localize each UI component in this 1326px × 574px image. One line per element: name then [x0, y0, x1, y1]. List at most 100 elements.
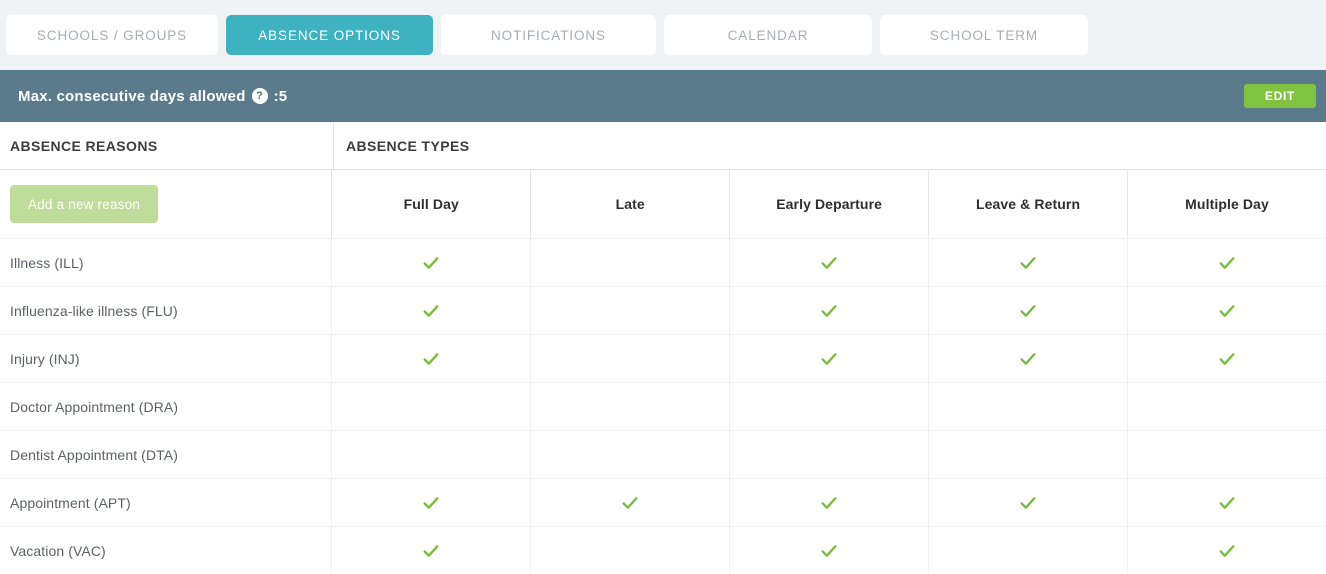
absence-type-cell[interactable]	[928, 335, 1127, 382]
green-checkmark-icon	[1218, 350, 1236, 368]
green-checkmark-icon	[1019, 350, 1037, 368]
green-checkmark-icon	[820, 302, 838, 320]
column-header-full-day[interactable]: Full Day	[331, 170, 530, 238]
add-reason-cell: Add a new reason	[0, 170, 331, 238]
green-checkmark-icon	[422, 254, 440, 272]
column-header-late[interactable]: Late	[530, 170, 729, 238]
table-row: Illness (ILL)	[0, 238, 1326, 286]
absence-type-cell[interactable]	[1127, 287, 1326, 334]
table-row: Dentist Appointment (DTA)	[0, 430, 1326, 478]
absence-type-cell[interactable]	[928, 287, 1127, 334]
green-checkmark-icon	[1019, 494, 1037, 512]
table-column-header-row: Add a new reason Full Day Late Early Dep…	[0, 169, 1326, 238]
tab-school-term[interactable]: SCHOOL TERM	[880, 15, 1088, 55]
green-checkmark-icon	[1218, 254, 1236, 272]
max-days-separator: :	[273, 87, 279, 105]
tab-label: SCHOOL TERM	[929, 27, 1039, 43]
absence-type-cell[interactable]	[928, 383, 1127, 430]
tab-label: ABSENCE OPTIONS	[258, 27, 401, 43]
max-days-value: 5	[278, 87, 288, 105]
max-consecutive-days-bar: Max. consecutive days allowed ? : 5 EDIT	[0, 70, 1326, 122]
absence-reason-label: Influenza-like illness (FLU)	[10, 302, 178, 319]
table-row: Injury (INJ)	[0, 334, 1326, 382]
absence-type-cell[interactable]	[1127, 479, 1326, 526]
absence-type-cell[interactable]	[729, 431, 928, 478]
table-row: Appointment (APT)	[0, 478, 1326, 526]
absence-type-cell[interactable]	[928, 479, 1127, 526]
absence-type-cell[interactable]	[729, 335, 928, 382]
green-checkmark-icon	[820, 350, 838, 368]
tab-label: SCHOOLS / GROUPS	[36, 27, 188, 43]
absence-type-cell[interactable]	[331, 287, 530, 334]
absence-type-cell[interactable]	[1127, 239, 1326, 286]
tab-notifications[interactable]: NOTIFICATIONS	[441, 15, 656, 55]
absence-reason-label: Vacation (VAC)	[10, 542, 106, 559]
green-checkmark-icon	[1019, 302, 1037, 320]
absence-type-cell[interactable]	[331, 239, 530, 286]
column-header-leave-and-return[interactable]: Leave & Return	[928, 170, 1127, 238]
tab-absence-options[interactable]: ABSENCE OPTIONS	[226, 15, 433, 55]
absence-type-cell[interactable]	[928, 527, 1127, 574]
absence-type-cell[interactable]	[331, 479, 530, 526]
absence-type-cell[interactable]	[1127, 383, 1326, 430]
absence-type-cell[interactable]	[530, 527, 729, 574]
absence-type-cell[interactable]	[928, 239, 1127, 286]
green-checkmark-icon	[820, 254, 838, 272]
max-days-label-group: Max. consecutive days allowed ? : 5	[18, 88, 287, 105]
table-row: Influenza-like illness (FLU)	[0, 286, 1326, 334]
table-row: Doctor Appointment (DRA)	[0, 382, 1326, 430]
green-checkmark-icon	[621, 494, 639, 512]
tab-label: NOTIFICATIONS	[491, 27, 606, 43]
absence-type-cell[interactable]	[729, 479, 928, 526]
absence-reason-label: Doctor Appointment (DRA)	[10, 398, 179, 415]
absence-options-table: ABSENCE REASONS ABSENCE TYPES Add a new …	[0, 122, 1326, 574]
green-checkmark-icon	[422, 350, 440, 368]
absence-type-cell[interactable]	[530, 383, 729, 430]
tab-label: CALENDAR	[727, 27, 809, 43]
green-checkmark-icon	[422, 302, 440, 320]
absence-type-cell[interactable]	[729, 239, 928, 286]
table-section-headers: ABSENCE REASONS ABSENCE TYPES	[0, 122, 1326, 169]
column-header-multiple-day[interactable]: Multiple Day	[1127, 170, 1326, 238]
green-checkmark-icon	[1019, 254, 1037, 272]
absence-type-cell[interactable]	[928, 431, 1127, 478]
green-checkmark-icon	[422, 494, 440, 512]
tab-bar: SCHOOLS / GROUPS ABSENCE OPTIONS NOTIFIC…	[0, 0, 1326, 70]
tab-schools-groups[interactable]: SCHOOLS / GROUPS	[6, 15, 218, 55]
absence-type-cell[interactable]	[530, 287, 729, 334]
question-mark-icon[interactable]: ?	[251, 88, 268, 104]
absence-type-cell[interactable]	[530, 239, 729, 286]
green-checkmark-icon	[820, 494, 838, 512]
green-checkmark-icon	[1218, 542, 1236, 560]
absence-type-cell[interactable]	[729, 527, 928, 574]
absence-type-cell[interactable]	[530, 479, 729, 526]
table-row: Vacation (VAC)	[0, 526, 1326, 574]
absence-reason-label: Appointment (APT)	[10, 494, 131, 511]
max-days-label: Max. consecutive days allowed	[18, 87, 246, 105]
absence-reason-label: Injury (INJ)	[10, 350, 80, 367]
absence-type-cell[interactable]	[331, 335, 530, 382]
absence-type-cell[interactable]	[1127, 527, 1326, 574]
absence-reason-label: Dentist Appointment (DTA)	[10, 446, 178, 463]
table-body: Illness (ILL) Influenza-like illness (FLU…	[0, 238, 1326, 574]
absence-type-cell[interactable]	[530, 335, 729, 382]
green-checkmark-icon	[1218, 494, 1236, 512]
tab-calendar[interactable]: CALENDAR	[664, 15, 872, 55]
absence-type-cell[interactable]	[331, 527, 530, 574]
absence-reason-label: Illness (ILL)	[10, 254, 84, 271]
absence-reasons-header: ABSENCE REASONS	[10, 137, 158, 154]
absence-type-cell[interactable]	[530, 431, 729, 478]
absence-type-cell[interactable]	[729, 383, 928, 430]
absence-type-cell[interactable]	[1127, 335, 1326, 382]
absence-type-cell[interactable]	[331, 431, 530, 478]
add-a-new-reason-button[interactable]: Add a new reason	[10, 185, 159, 223]
green-checkmark-icon	[820, 542, 838, 560]
green-checkmark-icon	[422, 542, 440, 560]
absence-type-cell[interactable]	[331, 383, 530, 430]
absence-type-cell[interactable]	[1127, 431, 1326, 478]
edit-button[interactable]: EDIT	[1244, 84, 1316, 108]
absence-type-cell[interactable]	[729, 287, 928, 334]
absence-types-header: ABSENCE TYPES	[333, 122, 1326, 169]
column-header-early-departure[interactable]: Early Departure	[729, 170, 928, 238]
green-checkmark-icon	[1218, 302, 1236, 320]
